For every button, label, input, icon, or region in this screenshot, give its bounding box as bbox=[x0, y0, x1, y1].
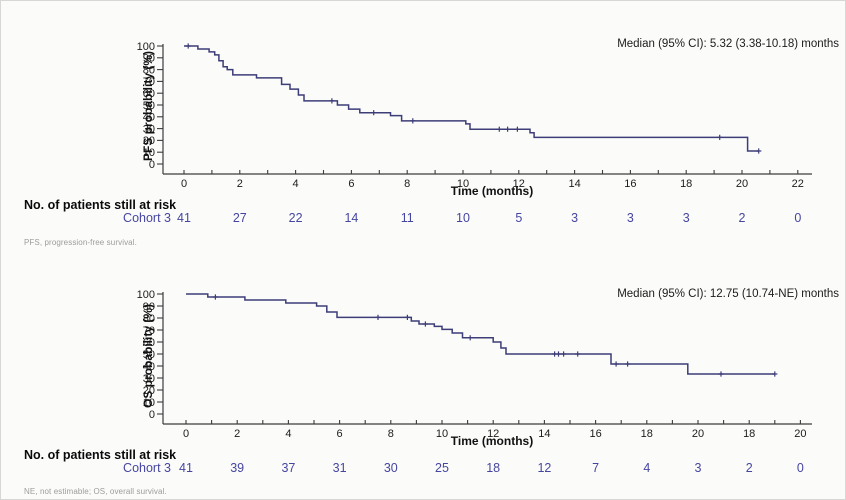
x-tick-label: 4 bbox=[293, 178, 299, 190]
y-tick-label: 10 bbox=[143, 147, 155, 159]
y-tick-label: 90 bbox=[143, 301, 155, 313]
y-tick-label: 60 bbox=[143, 88, 155, 100]
km-curve bbox=[186, 293, 775, 375]
x-tick-label: 20 bbox=[794, 428, 806, 440]
risk-count: 2 bbox=[745, 461, 753, 475]
risk-count: 0 bbox=[794, 211, 802, 225]
y-tick-label: 10 bbox=[143, 397, 155, 409]
x-axis-title: Time (months) bbox=[451, 184, 533, 198]
x-tick-label: 16 bbox=[624, 178, 636, 190]
x-tick-label: 12 bbox=[487, 428, 499, 440]
os-risk-cohort-label: Cohort 3 bbox=[123, 461, 171, 475]
y-tick-label: 30 bbox=[143, 373, 155, 385]
x-tick-label: 0 bbox=[183, 428, 189, 440]
y-tick-label: 0 bbox=[149, 409, 155, 421]
risk-count: 39 bbox=[230, 461, 245, 475]
x-tick-label: 4 bbox=[285, 428, 291, 440]
x-tick-label: 14 bbox=[538, 428, 550, 440]
y-axis-title: PFS probability (%) bbox=[141, 51, 155, 161]
y-tick-label: 90 bbox=[143, 53, 155, 65]
risk-count: 37 bbox=[281, 461, 296, 475]
risk-count: 12 bbox=[537, 461, 552, 475]
risk-count: 3 bbox=[571, 211, 579, 225]
censor-marks bbox=[185, 43, 762, 154]
x-tick-label: 16 bbox=[589, 428, 601, 440]
median-annotation: Median (95% CI): 5.32 (3.38-10.18) month… bbox=[617, 38, 839, 50]
x-tick-label: 8 bbox=[388, 428, 394, 440]
x-tick-label: 14 bbox=[568, 178, 580, 190]
y-tick-label: 50 bbox=[143, 100, 155, 112]
risk-count: 41 bbox=[179, 461, 193, 475]
x-tick-label: 10 bbox=[457, 178, 469, 190]
x-tick-label: 10 bbox=[436, 428, 448, 440]
risk-count: 11 bbox=[400, 211, 414, 225]
y-tick-label: 40 bbox=[143, 112, 155, 124]
y-tick-label: 50 bbox=[143, 349, 155, 361]
y-axis-title: OS probability (%) bbox=[141, 304, 155, 408]
x-tick-label: 8 bbox=[404, 178, 410, 190]
censor-marks bbox=[212, 294, 778, 377]
x-tick-label: 18 bbox=[680, 178, 692, 190]
x-tick-label: 2 bbox=[234, 428, 240, 440]
risk-count: 18 bbox=[486, 461, 501, 475]
risk-count: 2 bbox=[738, 211, 746, 225]
x-tick-label: 18 bbox=[743, 428, 755, 440]
x-tick-label: 12 bbox=[513, 178, 525, 190]
risk-count: 14 bbox=[344, 211, 359, 225]
y-tick-label: 100 bbox=[137, 41, 155, 53]
risk-count: 22 bbox=[288, 211, 303, 225]
risk-count: 3 bbox=[682, 211, 690, 225]
x-axis-title: Time (months) bbox=[451, 434, 533, 448]
km-curve bbox=[184, 45, 759, 152]
x-tick-label: 20 bbox=[736, 178, 748, 190]
y-tick-label: 70 bbox=[143, 325, 155, 337]
y-tick-label: 60 bbox=[143, 337, 155, 349]
os-risk-table-title: No. of patients still at risk bbox=[24, 448, 177, 462]
pfs-risk-table-title: No. of patients still at risk bbox=[24, 198, 177, 212]
risk-count: 3 bbox=[694, 461, 702, 475]
os-footnote: NE, not estimable; OS, overall survival. bbox=[24, 487, 167, 496]
x-tick-label: 0 bbox=[181, 178, 187, 190]
y-tick-label: 80 bbox=[143, 313, 155, 325]
y-tick-label: 30 bbox=[143, 123, 155, 135]
pfs-footnote: PFS, progression-free survival. bbox=[24, 238, 137, 247]
x-tick-label: 18 bbox=[641, 428, 653, 440]
y-tick-label: 70 bbox=[143, 76, 155, 88]
x-tick-label: 6 bbox=[348, 178, 354, 190]
y-tick-label: 80 bbox=[143, 64, 155, 76]
risk-count: 27 bbox=[232, 211, 247, 225]
risk-count: 31 bbox=[332, 461, 347, 475]
x-tick-label: 2 bbox=[237, 178, 243, 190]
x-tick-label: 22 bbox=[792, 178, 804, 190]
risk-count: 0 bbox=[796, 461, 804, 475]
x-tick-label: 6 bbox=[337, 428, 343, 440]
risk-count: 30 bbox=[383, 461, 398, 475]
risk-count: 25 bbox=[435, 461, 449, 475]
x-tick-label: 20 bbox=[692, 428, 704, 440]
y-tick-label: 20 bbox=[143, 135, 155, 147]
risk-count: 7 bbox=[592, 461, 600, 475]
median-annotation: Median (95% CI): 12.75 (10.74-NE) months bbox=[617, 288, 839, 300]
pfs-risk-cohort-label: Cohort 3 bbox=[123, 211, 171, 225]
risk-count: 4 bbox=[643, 461, 651, 475]
y-tick-label: 40 bbox=[143, 361, 155, 373]
y-tick-label: 100 bbox=[137, 289, 155, 301]
risk-count: 10 bbox=[456, 211, 470, 225]
risk-count: 5 bbox=[515, 211, 523, 225]
risk-count: 41 bbox=[177, 211, 191, 225]
y-tick-label: 20 bbox=[143, 385, 155, 397]
risk-count: 3 bbox=[626, 211, 634, 225]
y-tick-label: 0 bbox=[149, 159, 155, 171]
